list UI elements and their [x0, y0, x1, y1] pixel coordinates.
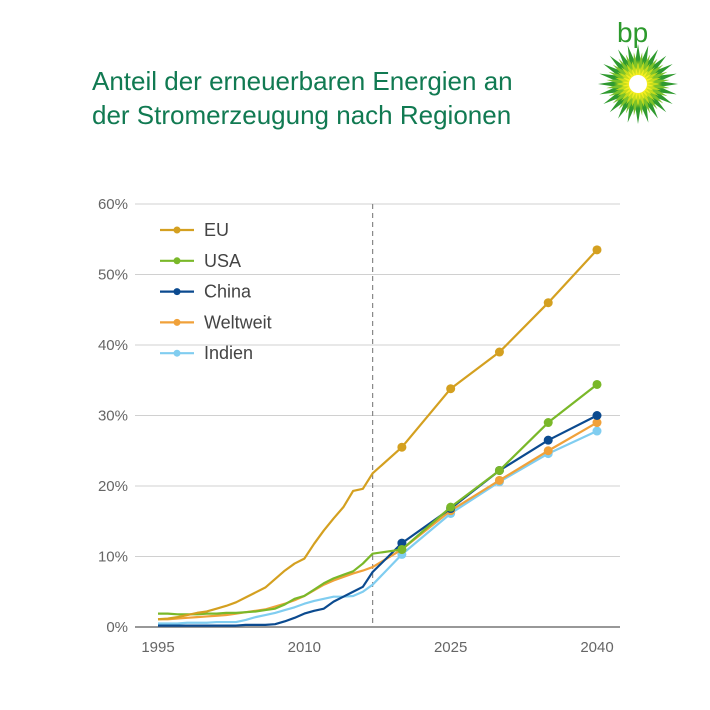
series-line-china — [158, 414, 598, 627]
y-tick-label: 40% — [98, 337, 128, 354]
legend-label: China — [204, 282, 252, 302]
title-line-1: Anteil der erneuerbaren Energien an — [92, 66, 513, 96]
y-tick-label: 30% — [98, 408, 128, 425]
data-point-weltweit — [494, 475, 504, 485]
logo-petal — [638, 82, 662, 86]
x-tick-label: 2025 — [434, 639, 467, 656]
x-tick-label: 2010 — [288, 639, 321, 656]
y-tick-label: 10% — [98, 549, 128, 566]
data-point-weltweit — [592, 418, 602, 428]
data-point-eu — [543, 298, 553, 308]
x-tick-label: 1995 — [141, 639, 174, 656]
data-point-usa — [543, 418, 553, 428]
y-tick-label: 0% — [106, 619, 128, 636]
data-point-eu — [397, 442, 407, 452]
data-point-china — [592, 411, 602, 420]
title-line-2: der Stromerzeugung nach Regionen — [92, 100, 512, 130]
legend-label: Indien — [204, 343, 253, 363]
legend-swatch-dot — [173, 349, 181, 357]
data-point-usa — [446, 502, 456, 512]
legend-swatch-dot — [173, 288, 181, 296]
bp-logo-text: bp — [617, 17, 649, 48]
data-point-eu — [494, 347, 504, 357]
data-point-weltweit — [543, 446, 553, 456]
bp-helios-logo-icon — [598, 44, 678, 124]
series-line-eu — [157, 249, 598, 621]
y-tick-label: 20% — [98, 478, 128, 495]
data-point-indien — [592, 426, 602, 436]
legend-swatch-dot — [173, 318, 181, 326]
data-point-usa — [494, 465, 504, 475]
series-line-usa — [158, 383, 598, 616]
data-point-usa — [592, 379, 602, 389]
x-tick-label: 2040 — [580, 639, 613, 656]
legend-label: USA — [204, 251, 241, 271]
logo-petal — [636, 84, 640, 108]
logo-petal — [636, 60, 640, 84]
logo-petal — [614, 82, 638, 86]
logo-center — [629, 75, 647, 93]
legend-label: EU — [204, 220, 229, 240]
y-tick-label: 50% — [98, 267, 128, 284]
data-point-china — [543, 435, 553, 445]
legend-swatch-dot — [173, 226, 181, 234]
legend-swatch-dot — [173, 257, 181, 265]
legend-label: Weltweit — [204, 312, 272, 332]
chart-title: Anteil der erneuerbaren Energien an der … — [92, 64, 572, 132]
series-line-indien — [158, 430, 598, 625]
data-point-eu — [446, 384, 456, 394]
y-tick-label: 60% — [98, 196, 128, 213]
data-point-china — [397, 538, 407, 548]
data-point-usa — [397, 544, 407, 554]
data-point-eu — [592, 245, 602, 255]
